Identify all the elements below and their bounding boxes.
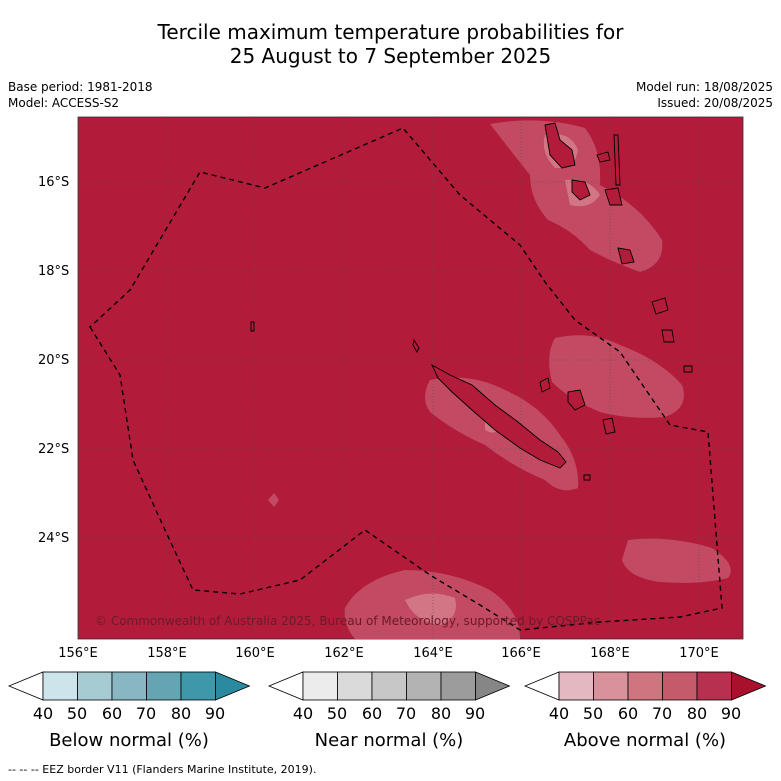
- coastlines: [250, 122, 693, 481]
- tick-below-40: 40: [32, 704, 54, 723]
- lon-label-158e: 158°E: [147, 646, 187, 661]
- tick-below-70: 70: [135, 704, 157, 723]
- patch-small-1: [268, 493, 279, 507]
- meta-right: Model run: 18/08/2025 Issued: 20/08/2025: [636, 79, 773, 111]
- copyright-notice: © Commonwealth of Australia 2025, Bureau…: [95, 614, 601, 628]
- tick-above-70: 70: [651, 704, 673, 723]
- tick-below-80: 80: [170, 704, 192, 723]
- lon-label-166e: 166°E: [501, 646, 541, 661]
- vanuatu-small-2: [613, 134, 621, 186]
- colorbar-above-low-extend: [523, 671, 560, 701]
- colorbar-above-normal: [523, 671, 767, 701]
- colorbar-above-segment: [696, 671, 732, 701]
- inner-patch-4: [405, 593, 456, 625]
- eez-footnote: -- -- -- EEZ border V11 (Flanders Marine…: [8, 763, 317, 776]
- lon-label-156e: 156°E: [58, 646, 98, 661]
- lat-label-18s: 18°S: [38, 264, 70, 279]
- island-south-1: [583, 474, 591, 481]
- tick-near-90: 90: [464, 704, 486, 723]
- vanuatu-small-3: [604, 187, 623, 206]
- island-east-2: [661, 329, 675, 343]
- colorbar-below-title: Below normal (%): [49, 730, 209, 751]
- colorbar-below-low-extend: [7, 671, 44, 701]
- island-east-3: [683, 365, 693, 373]
- lat-label-16s: 16°S: [38, 175, 70, 190]
- colorbar-above-segment: [593, 671, 629, 701]
- vanuatu-efate: [617, 247, 635, 265]
- islet-north: [412, 338, 420, 353]
- vanuatu-espiritu-santo: [544, 122, 576, 169]
- tick-below-90: 90: [204, 704, 226, 723]
- map-title-line-1: Tercile maximum temperature probabilitie…: [157, 20, 624, 44]
- issued-date: Issued: 20/08/2025: [657, 96, 773, 110]
- colorbar-near-segment: [371, 671, 407, 701]
- colorbar-near-segment: [337, 671, 373, 701]
- colorbar-below-normal: [7, 671, 251, 701]
- tick-near-80: 80: [430, 704, 452, 723]
- tick-above-90: 90: [720, 704, 742, 723]
- colorbar-near-segment: [406, 671, 442, 701]
- loyalty-island-3: [602, 417, 616, 435]
- vanuatu-small-1: [596, 151, 611, 163]
- lon-label-164e: 164°E: [413, 646, 453, 661]
- colorbar-below-segment: [180, 671, 216, 701]
- colorbar-near-high-extend: [475, 671, 511, 701]
- tick-near-40: 40: [292, 704, 314, 723]
- base-period: Base period: 1981-2018: [8, 80, 153, 94]
- colorbar-above-high-extend: [731, 671, 767, 701]
- colorbar-below-high-extend: [215, 671, 251, 701]
- tick-below-50: 50: [66, 704, 88, 723]
- tick-above-50: 50: [582, 704, 604, 723]
- map-title-line-2: 25 August to 7 September 2025: [229, 44, 552, 68]
- colorbar-above-segment: [558, 671, 594, 701]
- vanuatu-malekula: [571, 179, 591, 201]
- lon-label-170e: 170°E: [679, 646, 719, 661]
- colorbar-near-segment: [440, 671, 476, 701]
- tick-above-80: 80: [686, 704, 708, 723]
- island-east-1: [651, 297, 669, 315]
- colorbar-near-normal: [267, 671, 511, 701]
- tick-above-40: 40: [548, 704, 570, 723]
- tick-below-60: 60: [101, 704, 123, 723]
- tick-near-50: 50: [326, 704, 348, 723]
- colorbar-below-segment: [146, 671, 182, 701]
- tick-near-70: 70: [395, 704, 417, 723]
- colorbar-legends: [7, 671, 767, 701]
- lat-label-22s: 22°S: [38, 442, 70, 457]
- colorbar-near-low-extend: [267, 671, 304, 701]
- colorbar-near-title: Near normal (%): [314, 730, 464, 751]
- lon-label-168e: 168°E: [590, 646, 630, 661]
- colorbar-above-segment: [662, 671, 698, 701]
- tick-above-60: 60: [617, 704, 639, 723]
- tick-near-60: 60: [361, 704, 383, 723]
- eez-border: [89, 127, 723, 631]
- model-name: Model: ACCESS-S2: [8, 96, 120, 110]
- colorbar-below-segment: [42, 671, 78, 701]
- loyalty-island-1: [539, 377, 551, 393]
- loyalty-island-2: [567, 389, 586, 411]
- colorbar-below-segment: [111, 671, 147, 701]
- meta-left: Base period: 1981-2018 Model: ACCESS-S2: [8, 79, 153, 111]
- lat-label-20s: 20°S: [38, 353, 70, 368]
- chesterfield-islet: [250, 321, 255, 332]
- new-caledonia-coast: [431, 363, 567, 469]
- colorbar-near-segment: [302, 671, 338, 701]
- colorbar-above-title: Above normal (%): [563, 730, 727, 751]
- patch-south-east: [622, 538, 731, 583]
- colorbar-above-segment: [627, 671, 663, 701]
- lon-label-160e: 160°E: [235, 646, 275, 661]
- lat-label-24s: 24°S: [38, 531, 70, 546]
- colorbar-below-segment: [77, 671, 113, 701]
- lon-label-162e: 162°E: [324, 646, 364, 661]
- model-run: Model run: 18/08/2025: [635, 80, 773, 94]
